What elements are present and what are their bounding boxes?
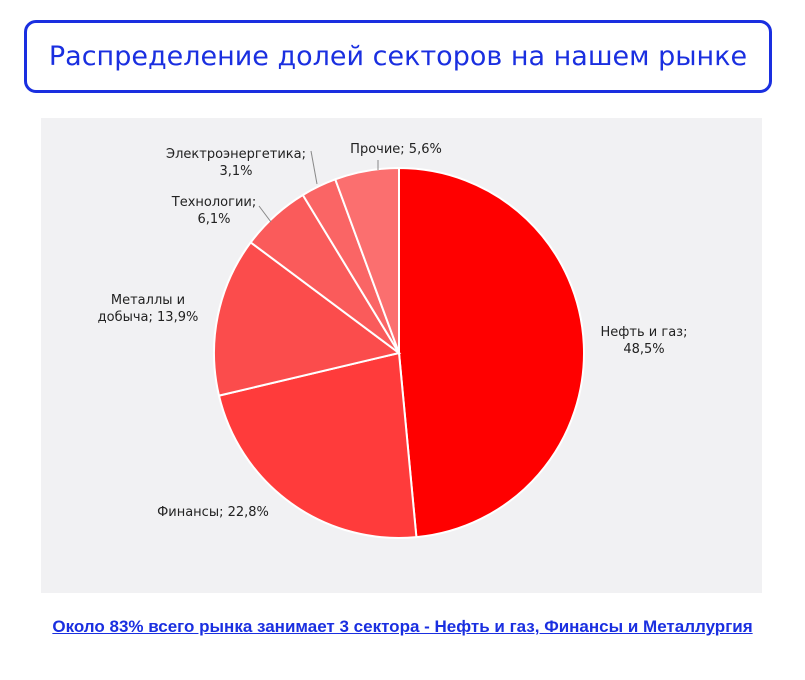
leader-line-электроэнергетика — [310, 150, 318, 185]
pie-chart-panel: Нефть и газ; 48,5% Финансы; 22,8% Металлы и… — [41, 118, 762, 593]
pie-slice-металлы-и-добыча — [213, 240, 402, 397]
slice-label-прочие: Прочие; 5,6% — [350, 142, 442, 157]
pie-slice-финансы — [217, 351, 418, 539]
leader-line-технологии — [258, 205, 272, 223]
page-title: Распределение долей секторов на нашем ры… — [48, 41, 748, 72]
slice-label-нефть-и-газ: Нефть и газ; 48,5% — [601, 325, 688, 357]
title-box: Распределение долей секторов на нашем ры… — [24, 20, 772, 93]
slice-label-металлы-и-добыча: Металлы и добыча; 13,9% — [98, 293, 199, 325]
pie-slice-нефть-и-газ — [398, 166, 585, 539]
summary-link[interactable]: Около 83% всего рынка занимает 3 сектора… — [52, 617, 753, 636]
pie-slice-прочие — [333, 166, 400, 354]
pie-chart: Нефть и газ; 48,5% Финансы; 22,8% Металлы и… — [98, 142, 688, 539]
slice-label-электроэнергетика: Электроэнергетика; 3,1% — [166, 147, 306, 179]
slice-label-финансы: Финансы; 22,8% — [157, 505, 269, 520]
slice-label-технологии: Технологии; 6,1% — [171, 195, 256, 227]
